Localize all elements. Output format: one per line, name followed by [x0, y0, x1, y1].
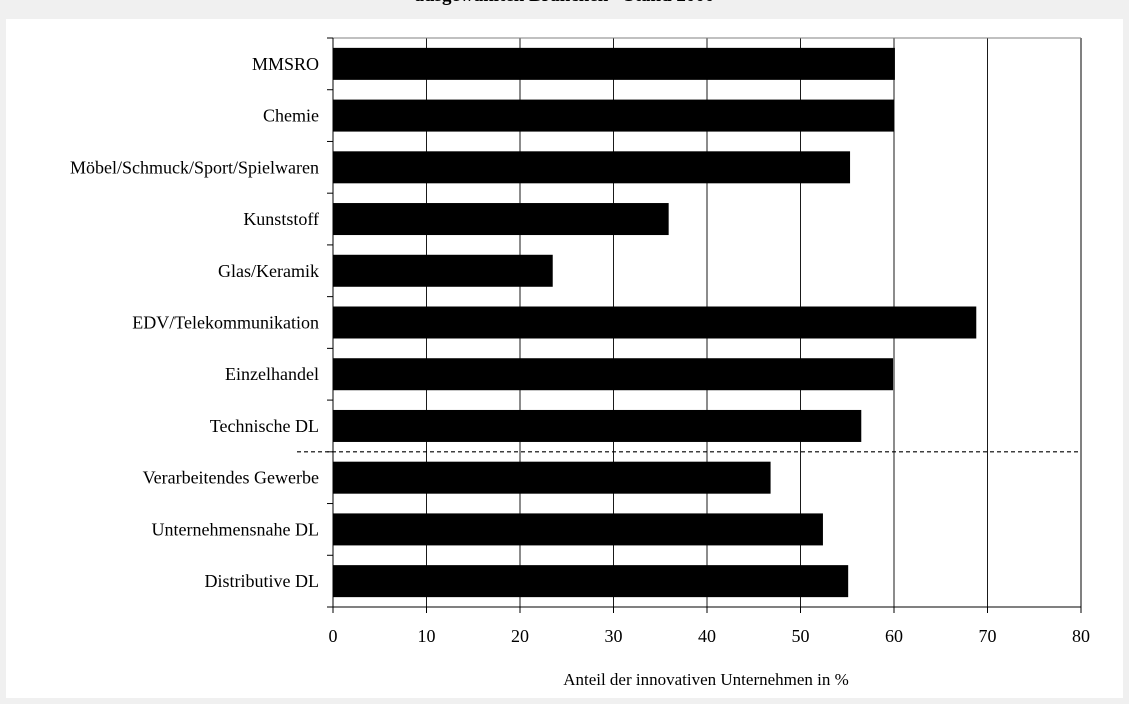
bar-verarbeitendes-gewerbe [333, 461, 771, 494]
category-label: Möbel/Schmuck/Sport/Spielwaren [70, 157, 319, 177]
axes [297, 37, 1082, 613]
category-label: Technische DL [210, 416, 319, 436]
bar-einzelhandel [333, 358, 894, 391]
x-tick-label-80: 80 [1072, 626, 1090, 646]
category-label: Unternehmensnahe DL [152, 519, 319, 539]
x-tick-label-60: 60 [885, 626, 903, 646]
x-tick-label-50: 50 [792, 626, 810, 646]
x-tick-label-30: 30 [605, 626, 623, 646]
bar-möbel-schmuck-sport-spielwaren [333, 151, 851, 184]
category-label: Kunststoff [243, 209, 319, 229]
category-label: Verarbeitendes Gewerbe [143, 468, 319, 488]
bar-kunststoff [333, 203, 669, 236]
bar-unternehmensnahe-dl [333, 513, 823, 546]
bar-chemie [333, 99, 894, 132]
category-labels: MMSRO Chemie Möbel/Schmuck/Sport/Spielware… [70, 54, 319, 591]
bar-glas-keramik [333, 254, 553, 287]
bar-technische-dl [333, 409, 862, 442]
x-axis-title: Anteil der innovativen Unternehmen in % [563, 670, 849, 689]
category-label: EDV/Telekommunikation [132, 313, 319, 333]
category-label: Chemie [263, 106, 319, 126]
x-tick-label-0: 0 [329, 626, 338, 646]
x-tick-labels: 0 10 20 30 40 50 60 70 80 [329, 626, 1091, 646]
x-tick-label-10: 10 [418, 626, 436, 646]
x-tick-label-70: 70 [979, 626, 997, 646]
x-tick-label-20: 20 [511, 626, 529, 646]
bar-distributive-dl [333, 565, 849, 598]
category-label: MMSRO [252, 54, 319, 74]
grid-lines [426, 38, 1082, 607]
category-label: Glas/Keramik [218, 261, 319, 281]
category-label: Distributive DL [205, 571, 320, 591]
x-tick-label-40: 40 [698, 626, 716, 646]
category-label: Einzelhandel [225, 364, 319, 384]
chart-title: ausgewählten Branchen - Stand 2000 [0, 0, 1129, 8]
bars [333, 47, 977, 598]
bar-edv-telekommunikation [333, 306, 977, 339]
bar-mmsro [333, 47, 895, 80]
